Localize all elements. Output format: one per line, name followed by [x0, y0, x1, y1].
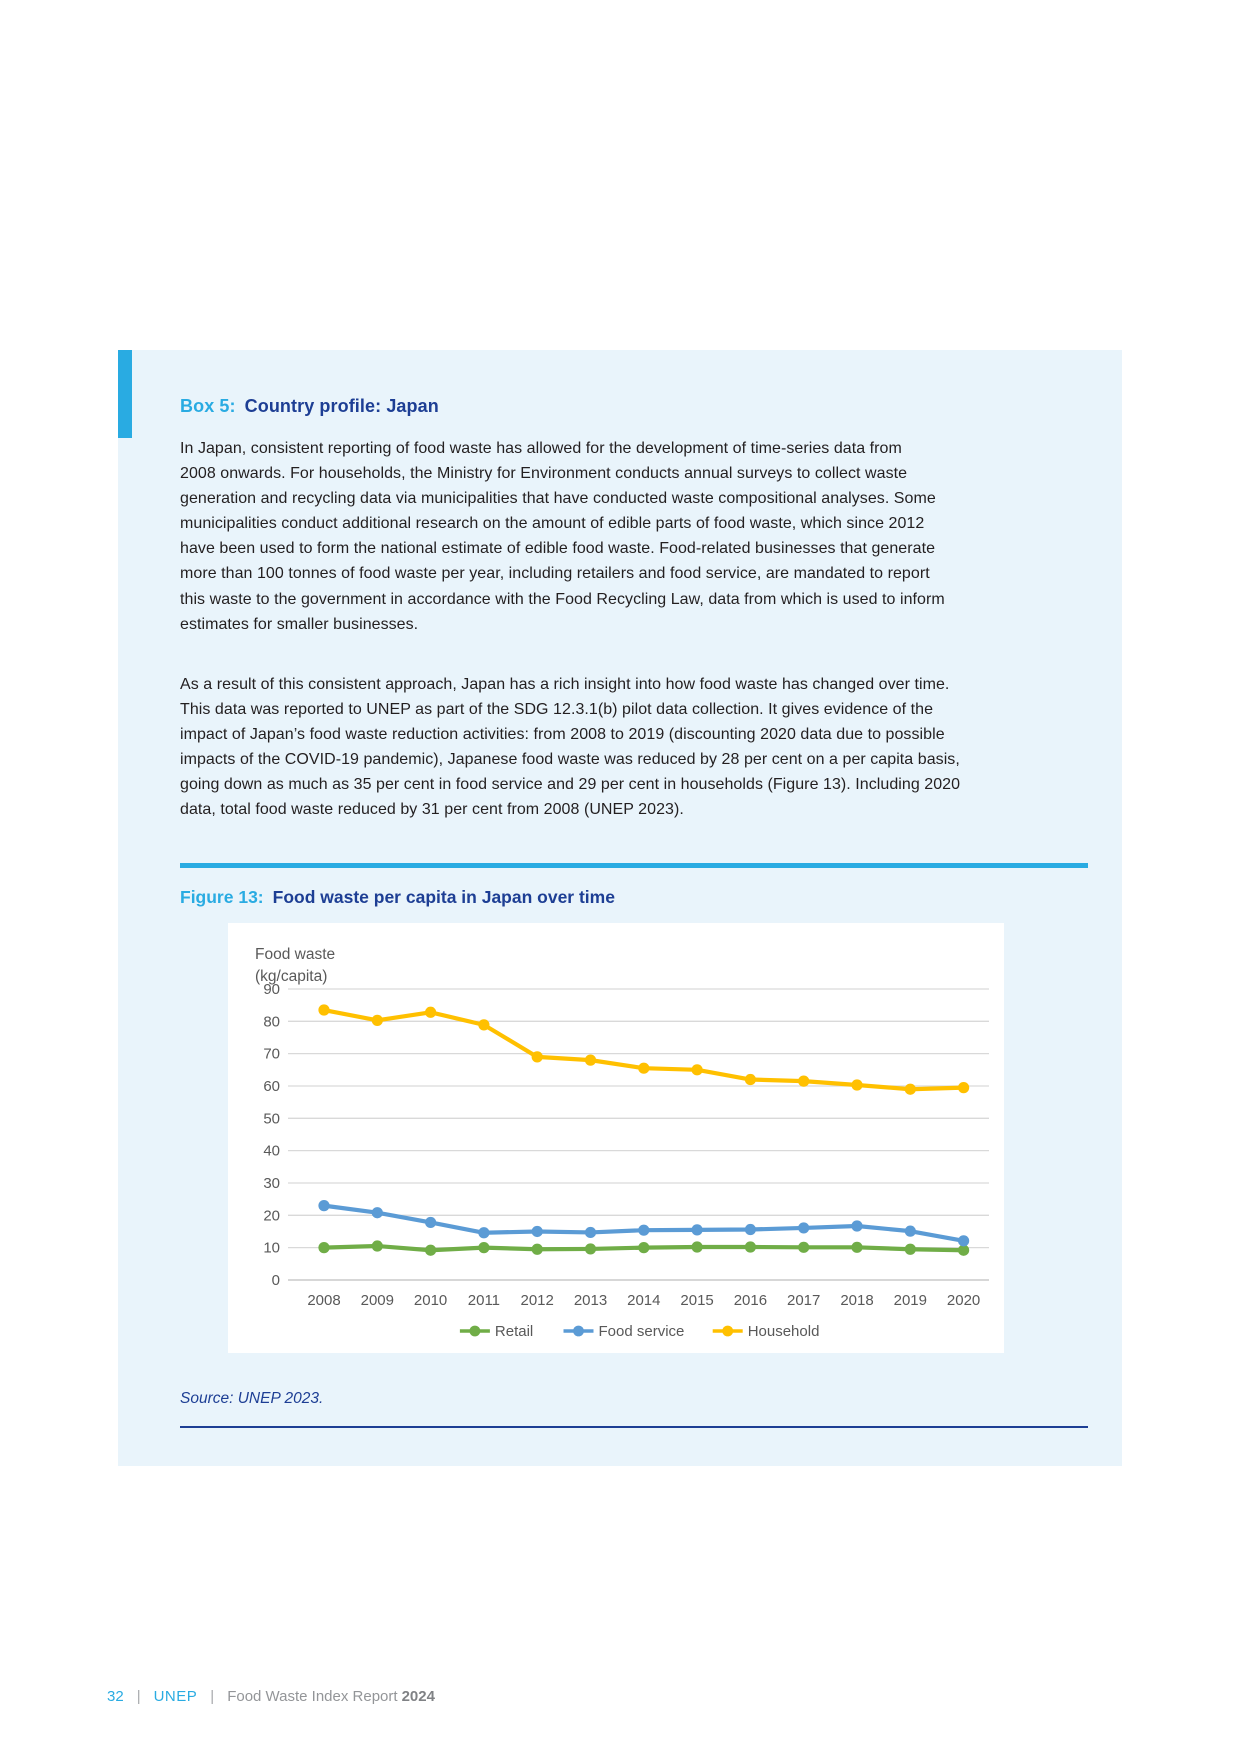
- figure-top-rule: [180, 863, 1088, 868]
- svg-text:0: 0: [272, 1272, 280, 1289]
- figure-source: Source: UNEP 2023.: [180, 1390, 324, 1407]
- footer-org: UNEP: [153, 1688, 198, 1705]
- figure-label: Figure 13:: [180, 887, 264, 907]
- paragraph-1: In Japan, consistent reporting of food w…: [180, 440, 945, 633]
- svg-text:2013: 2013: [574, 1292, 607, 1309]
- box-title-text: Country profile: Japan: [244, 396, 439, 416]
- svg-text:Retail: Retail: [495, 1323, 533, 1340]
- footer-separator: |: [136, 1688, 141, 1705]
- box-bottom-rule: [180, 1426, 1088, 1428]
- footer-report-title: Food Waste Index Report 2024: [227, 1688, 435, 1705]
- svg-text:40: 40: [263, 1143, 280, 1160]
- svg-text:2016: 2016: [734, 1292, 767, 1309]
- svg-text:2018: 2018: [840, 1292, 873, 1309]
- line-chart: Food waste (kg/capita) 0 10 20 30 40 50 60 70 80 90…: [255, 946, 989, 1340]
- svg-text:80: 80: [263, 1013, 280, 1030]
- svg-text:2017: 2017: [787, 1292, 820, 1309]
- svg-text:Household: Household: [748, 1323, 820, 1340]
- figure-title-text: Food waste per capita in Japan over time: [272, 887, 615, 907]
- figure-13-chart: Food waste (kg/capita) 0 10 20 30 40 50 60 70 80 90…: [228, 923, 1004, 1353]
- svg-text:Food service: Food service: [599, 1323, 685, 1340]
- paragraph-2: As a result of this consistent approach,…: [180, 676, 961, 819]
- footer-separator: |: [210, 1688, 215, 1705]
- svg-text:90: 90: [263, 981, 280, 998]
- box-accent-bar: [118, 350, 132, 438]
- svg-text:(kg/capita): (kg/capita): [255, 968, 327, 985]
- svg-text:2019: 2019: [894, 1292, 927, 1309]
- page-number: 32: [107, 1688, 124, 1705]
- figure-title: Figure 13: Food waste per capita in Japan…: [180, 887, 615, 908]
- svg-text:2010: 2010: [414, 1292, 447, 1309]
- svg-text:2012: 2012: [521, 1292, 554, 1309]
- svg-text:70: 70: [263, 1046, 280, 1063]
- svg-text:2008: 2008: [307, 1292, 340, 1309]
- svg-text:2020: 2020: [947, 1292, 980, 1309]
- footer-report-year: 2024: [401, 1688, 435, 1705]
- svg-text:2011: 2011: [468, 1292, 500, 1309]
- svg-text:10: 10: [263, 1240, 280, 1257]
- country-profile-box: Box 5: Country profile: Japan In Japan, c…: [118, 350, 1122, 1466]
- svg-text:30: 30: [263, 1175, 280, 1192]
- svg-text:50: 50: [263, 1110, 280, 1127]
- box-label: Box 5:: [180, 396, 236, 416]
- svg-text:20: 20: [263, 1207, 280, 1224]
- page-footer: 32 | UNEP | Food Waste Index Report 2024: [107, 1688, 435, 1705]
- svg-text:60: 60: [263, 1078, 280, 1095]
- svg-text:2014: 2014: [627, 1292, 660, 1309]
- svg-text:Food waste: Food waste: [255, 946, 335, 963]
- svg-text:2009: 2009: [361, 1292, 394, 1309]
- box-title: Box 5: Country profile: Japan: [180, 396, 439, 417]
- svg-text:2015: 2015: [680, 1292, 713, 1309]
